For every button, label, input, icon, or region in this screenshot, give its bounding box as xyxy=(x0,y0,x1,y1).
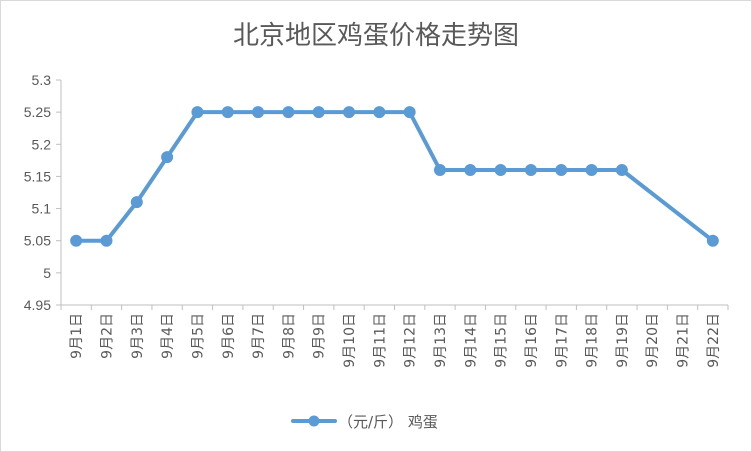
data-point xyxy=(252,106,265,119)
x-tick-label: 9月8日 xyxy=(281,313,297,359)
data-point xyxy=(555,164,568,176)
x-tick-label: 9月16日 xyxy=(524,313,540,368)
x-tick-label: 9月5日 xyxy=(190,313,206,359)
series-layer xyxy=(70,106,719,247)
data-point xyxy=(585,164,598,176)
x-tick-label: 9月4日 xyxy=(160,313,176,359)
x-tick-label: 9月3日 xyxy=(130,313,146,359)
x-tick-label: 9月17日 xyxy=(554,313,570,368)
x-tick-label: 9月20日 xyxy=(645,313,661,368)
x-tick-label: 9月7日 xyxy=(251,313,267,359)
x-tick-label: 9月21日 xyxy=(676,313,692,368)
x-tick-label: 9月15日 xyxy=(494,313,510,368)
x-tick-label: 9月18日 xyxy=(585,313,601,368)
x-tick-label: 9月13日 xyxy=(433,313,449,368)
y-tick-label: 5.1 xyxy=(32,201,52,217)
x-tick-label: 9月12日 xyxy=(403,313,419,368)
data-point xyxy=(464,164,477,176)
data-point xyxy=(403,106,416,119)
legend: （元/斤） 鸡蛋 xyxy=(291,413,438,431)
x-tick-label: 9月14日 xyxy=(463,313,479,368)
legend-marker xyxy=(308,415,320,427)
axes: 5.3 5.25 5.2 5.15 5.1 5.05 5 4.95 9月1日 9月2日 9月3日 9月… xyxy=(24,72,729,368)
y-tick-label: 5.05 xyxy=(24,233,51,249)
data-point xyxy=(706,234,719,247)
y-tick-label: 5.2 xyxy=(32,136,52,152)
data-point xyxy=(312,106,325,119)
chart-title: 北京地区鸡蛋价格走势图 xyxy=(233,21,519,51)
data-point xyxy=(191,106,204,119)
data-point xyxy=(433,164,446,176)
data-point xyxy=(130,196,143,209)
data-point xyxy=(494,164,507,176)
x-tick-label: 9月6日 xyxy=(221,313,237,359)
y-tick-label: 5.15 xyxy=(24,168,51,184)
y-tick-label: 5.3 xyxy=(32,72,52,88)
data-point xyxy=(524,164,537,176)
x-tick-label: 9月9日 xyxy=(312,313,328,359)
x-tick-label: 9月22日 xyxy=(706,313,722,368)
x-tick-label: 9月2日 xyxy=(99,313,115,359)
data-point xyxy=(161,151,174,164)
x-tick-label: 9月11日 xyxy=(372,313,388,368)
data-point xyxy=(70,234,83,247)
data-point xyxy=(282,106,295,119)
data-point xyxy=(615,164,628,176)
data-point xyxy=(221,106,234,119)
y-tick-label: 5 xyxy=(43,265,51,281)
x-tick-label: 9月10日 xyxy=(342,313,358,368)
x-tick-label: 9月1日 xyxy=(69,313,85,359)
x-tick-label: 9月19日 xyxy=(615,313,631,368)
legend-label: （元/斤） 鸡蛋 xyxy=(338,413,438,431)
data-point xyxy=(100,234,113,247)
data-point xyxy=(343,106,356,119)
y-tick-label: 5.25 xyxy=(24,104,51,120)
y-tick-label: 4.95 xyxy=(24,297,51,313)
data-point xyxy=(373,106,386,119)
